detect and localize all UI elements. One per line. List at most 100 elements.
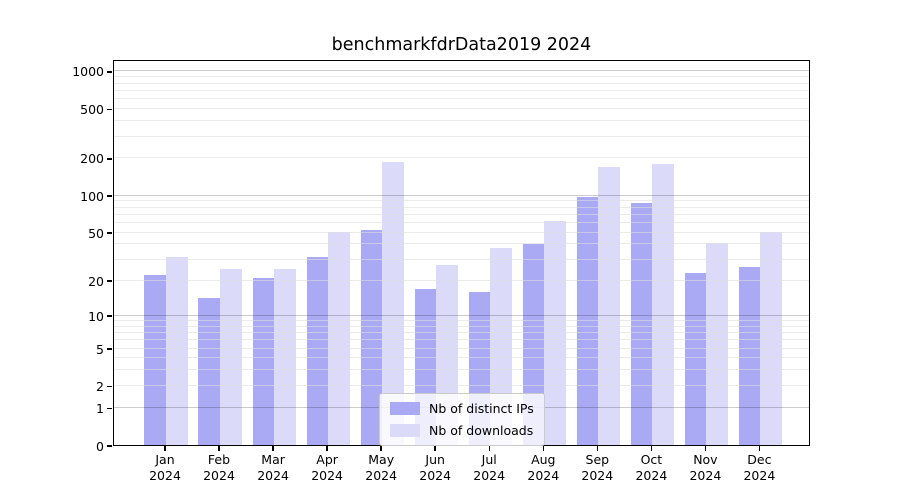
bar-distinct-ips-jan xyxy=(144,275,166,445)
xtick-label-feb: Feb 2024 xyxy=(187,452,251,483)
bar-downloads-jan xyxy=(166,257,188,445)
bar-downloads-may xyxy=(382,162,404,445)
xtick-label-jan: Jan 2024 xyxy=(133,452,197,483)
xtick-year-oct: 2024 xyxy=(635,467,668,483)
bar-downloads-nov xyxy=(706,242,728,445)
legend-swatch-distinct-ips xyxy=(390,402,420,415)
legend-swatch-downloads xyxy=(390,424,420,437)
xtick-mar xyxy=(272,446,274,451)
xtick-year-apr: 2024 xyxy=(311,467,343,483)
ytick-label-50: 50 xyxy=(88,225,104,241)
xtick-label-may: May 2024 xyxy=(349,452,413,483)
xtick-month-jun: Jun xyxy=(425,452,445,467)
legend-label-downloads: Nb of downloads xyxy=(429,423,534,438)
ytick-label-200: 200 xyxy=(80,151,104,167)
xtick-month-sep: Sep xyxy=(585,452,610,467)
bar-distinct-ips-mar xyxy=(252,277,275,445)
ytick-label-0: 0 xyxy=(96,438,104,454)
bar-downloads-aug xyxy=(544,220,566,445)
ytick-0 xyxy=(107,445,112,447)
xtick-apr xyxy=(326,446,328,451)
xtick-month-dec: Dec xyxy=(747,452,772,467)
ytick-label-500: 500 xyxy=(80,101,104,117)
plot-area: Nb of distinct IPs Nb of downloads xyxy=(113,60,810,446)
xtick-month-nov: Nov xyxy=(693,452,718,467)
xtick-month-may: May xyxy=(368,452,395,467)
xtick-jun xyxy=(434,446,436,451)
xtick-month-jul: Jul xyxy=(481,452,497,467)
ytick-label-20: 20 xyxy=(88,273,104,289)
xtick-label-nov: Nov 2024 xyxy=(673,452,737,483)
chart-title: benchmarkfdrData2019 2024 xyxy=(331,35,592,55)
bar-distinct-ips-feb xyxy=(198,298,220,445)
xtick-month-apr: Apr xyxy=(316,452,338,467)
xtick-label-aug: Aug 2024 xyxy=(511,452,575,483)
bar-distinct-ips-apr xyxy=(306,257,329,445)
xtick-nov xyxy=(704,446,707,451)
xtick-label-oct: Oct 2024 xyxy=(619,452,683,483)
bar-distinct-ips-sep xyxy=(576,197,599,445)
xtick-label-jul: Jul 2024 xyxy=(457,452,521,483)
legend-item-downloads: Nb of downloads xyxy=(390,423,534,438)
xtick-label-jun: Jun 2024 xyxy=(403,452,467,483)
xtick-month-aug: Aug xyxy=(531,452,556,467)
xtick-year-nov: 2024 xyxy=(689,467,722,483)
legend-item-distinct-ips: Nb of distinct IPs xyxy=(390,401,534,416)
ytick-2 xyxy=(107,385,112,388)
xtick-year-feb: 2024 xyxy=(203,467,235,483)
xtick-sep xyxy=(596,446,599,451)
ytick-10 xyxy=(107,315,112,317)
xtick-label-sep: Sep 2024 xyxy=(565,452,629,483)
ytick-label-10: 10 xyxy=(88,308,104,324)
ytick-20 xyxy=(107,280,112,282)
bar-distinct-ips-dec xyxy=(738,266,761,445)
xtick-month-oct: Oct xyxy=(640,452,663,467)
ytick-label-5: 5 xyxy=(96,341,104,357)
xtick-year-jan: 2024 xyxy=(149,467,181,483)
xtick-year-jul: 2024 xyxy=(473,467,506,483)
xtick-year-jun: 2024 xyxy=(419,467,452,483)
xtick-year-mar: 2024 xyxy=(257,467,289,483)
bar-downloads-oct xyxy=(652,163,674,445)
ytick-100 xyxy=(107,195,112,197)
xtick-dec xyxy=(758,446,761,451)
xtick-label-mar: Mar 2024 xyxy=(241,452,305,483)
bar-downloads-apr xyxy=(328,232,350,445)
ytick-label-2: 2 xyxy=(96,379,104,394)
bar-distinct-ips-may xyxy=(360,230,383,445)
xtick-year-may: 2024 xyxy=(365,467,398,483)
ytick-500 xyxy=(107,108,112,111)
legend-label-distinct-ips: Nb of distinct IPs xyxy=(429,401,534,416)
bar-downloads-sep xyxy=(598,166,620,445)
ytick-5 xyxy=(107,348,112,350)
xtick-feb xyxy=(218,446,220,451)
bar-distinct-ips-oct xyxy=(630,203,653,445)
xtick-month-mar: Mar xyxy=(261,452,285,467)
xtick-year-aug: 2024 xyxy=(527,467,560,483)
xtick-jul xyxy=(488,446,490,451)
xtick-month-feb: Feb xyxy=(207,452,231,467)
bar-downloads-dec xyxy=(760,232,782,445)
xtick-year-dec: 2024 xyxy=(743,467,776,483)
ytick-label-1000: 1000 xyxy=(72,64,104,80)
xtick-label-dec: Dec 2024 xyxy=(727,452,791,483)
xtick-label-apr: Apr 2024 xyxy=(295,452,359,483)
bars-layer xyxy=(114,61,809,445)
legend: Nb of distinct IPs Nb of downloads xyxy=(379,393,545,446)
xtick-jan xyxy=(164,446,166,451)
bar-downloads-mar xyxy=(274,268,296,445)
xtick-month-jan: Jan xyxy=(155,452,175,467)
xtick-may xyxy=(380,446,382,451)
ytick-1 xyxy=(107,407,112,410)
xtick-oct xyxy=(650,446,653,451)
xtick-year-sep: 2024 xyxy=(581,467,614,483)
xtick-aug xyxy=(542,446,544,451)
ytick-label-100: 100 xyxy=(80,188,104,204)
bar-downloads-feb xyxy=(220,268,242,445)
bar-distinct-ips-nov xyxy=(684,272,707,445)
ytick-label-1: 1 xyxy=(96,401,104,416)
ytick-200 xyxy=(107,158,112,160)
ytick-1000 xyxy=(107,71,112,73)
ytick-50 xyxy=(107,232,112,234)
